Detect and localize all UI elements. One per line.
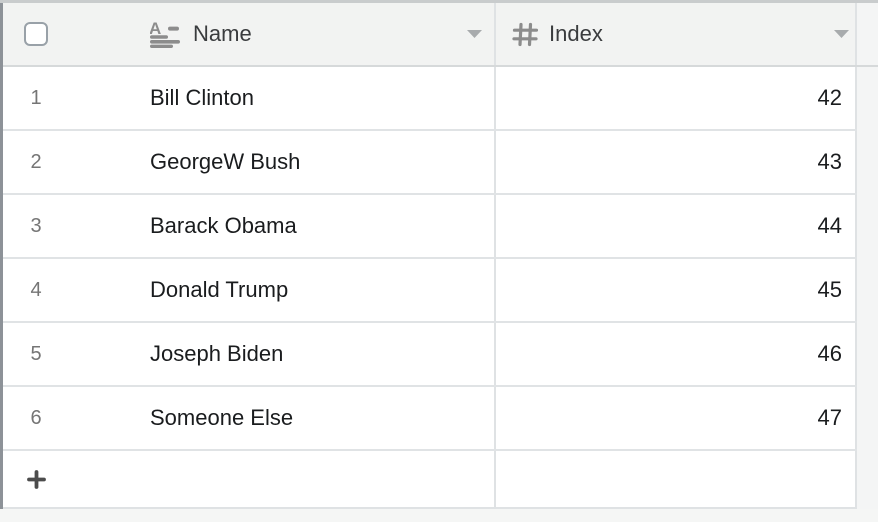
row-gutter[interactable]: 1 (3, 67, 150, 131)
index-cell-text: 44 (817, 213, 842, 238)
select-all-checkbox[interactable] (24, 22, 48, 46)
name-cell-text: Joseph Biden (150, 341, 284, 366)
table-row: 6 Someone Else 47 (3, 387, 878, 451)
column-divider (494, 67, 496, 131)
row-number: 1 (30, 86, 42, 109)
index-cell[interactable]: 46 (496, 323, 855, 387)
row-number: 6 (30, 406, 42, 429)
name-cell[interactable]: Someone Else (150, 387, 494, 451)
right-side-strip (857, 323, 878, 387)
column-divider (855, 131, 857, 195)
table-top-border (0, 0, 878, 3)
column-divider (494, 387, 496, 451)
column-divider (855, 195, 857, 259)
svg-text:A: A (150, 21, 161, 38)
row-number: 2 (30, 150, 42, 173)
table-row: 2 GeorgeW Bush 43 (3, 131, 878, 195)
plus-icon[interactable] (26, 469, 46, 489)
rows-container: 1 Bill Clinton 42 2 GeorgeW Bush 43 (3, 67, 878, 451)
column-divider (855, 323, 857, 387)
column-label-name: Name (193, 21, 252, 46)
row-gutter[interactable]: 6 (3, 387, 150, 451)
table-row: 4 Donald Trump 45 (3, 259, 878, 323)
index-cell-text: 46 (817, 341, 842, 366)
index-cell-text: 43 (817, 149, 842, 174)
index-cell[interactable]: 43 (496, 131, 855, 195)
column-divider[interactable] (494, 3, 496, 65)
name-cell[interactable]: Joseph Biden (150, 323, 494, 387)
index-cell[interactable]: 47 (496, 387, 855, 451)
add-row-gutter[interactable] (3, 451, 150, 509)
column-divider (494, 195, 496, 259)
row-gutter[interactable]: 3 (3, 195, 150, 259)
column-divider (494, 323, 496, 387)
right-side-strip (857, 3, 878, 65)
column-header-name[interactable]: A Name (150, 3, 494, 65)
chevron-down-icon[interactable] (467, 30, 482, 38)
row-number: 4 (30, 278, 42, 301)
name-cell-text: Someone Else (150, 405, 294, 430)
column-divider (494, 259, 496, 323)
table-row: 3 Barack Obama 44 (3, 195, 878, 259)
column-divider (494, 451, 496, 509)
right-side-strip (857, 259, 878, 323)
number-field-icon (512, 22, 538, 47)
right-side-strip (857, 387, 878, 451)
name-cell-text: Donald Trump (150, 277, 289, 302)
right-side-strip (857, 131, 878, 195)
row-number: 5 (30, 342, 42, 365)
name-cell-text: GeorgeW Bush (150, 149, 301, 174)
add-row-name-cell[interactable] (150, 451, 494, 509)
header-row: A Name (3, 3, 878, 67)
select-all-cell (3, 3, 150, 65)
index-cell[interactable]: 42 (496, 67, 855, 131)
column-label-index: Index (549, 21, 603, 46)
name-cell-text: Barack Obama (150, 213, 297, 238)
table-row: 5 Joseph Biden 46 (3, 323, 878, 387)
row-gutter[interactable]: 2 (3, 131, 150, 195)
bottom-area (0, 509, 878, 522)
add-row[interactable] (3, 451, 878, 509)
index-cell[interactable]: 44 (496, 195, 855, 259)
text-field-icon: A (150, 21, 181, 48)
column-divider (855, 387, 857, 451)
right-side-strip (857, 67, 878, 131)
index-cell-text: 42 (817, 85, 842, 110)
name-cell-text: Bill Clinton (150, 85, 254, 110)
column-divider (855, 67, 857, 131)
table-row: 1 Bill Clinton 42 (3, 67, 878, 131)
column-header-index[interactable]: Index (496, 3, 855, 65)
row-gutter[interactable]: 4 (3, 259, 150, 323)
right-side-strip (857, 451, 878, 509)
row-number: 3 (30, 214, 42, 237)
name-cell[interactable]: GeorgeW Bush (150, 131, 494, 195)
data-table: A Name (0, 3, 878, 509)
chevron-down-icon[interactable] (834, 30, 849, 38)
add-row-index-cell[interactable] (496, 451, 855, 509)
column-divider (855, 3, 857, 65)
index-cell-text: 45 (817, 277, 842, 302)
right-side-strip (857, 195, 878, 259)
index-cell-text: 47 (817, 405, 842, 430)
name-cell[interactable]: Barack Obama (150, 195, 494, 259)
name-cell[interactable]: Bill Clinton (150, 67, 494, 131)
index-cell[interactable]: 45 (496, 259, 855, 323)
column-divider (494, 131, 496, 195)
name-cell[interactable]: Donald Trump (150, 259, 494, 323)
row-gutter[interactable]: 5 (3, 323, 150, 387)
column-divider (855, 451, 857, 509)
column-divider (855, 259, 857, 323)
